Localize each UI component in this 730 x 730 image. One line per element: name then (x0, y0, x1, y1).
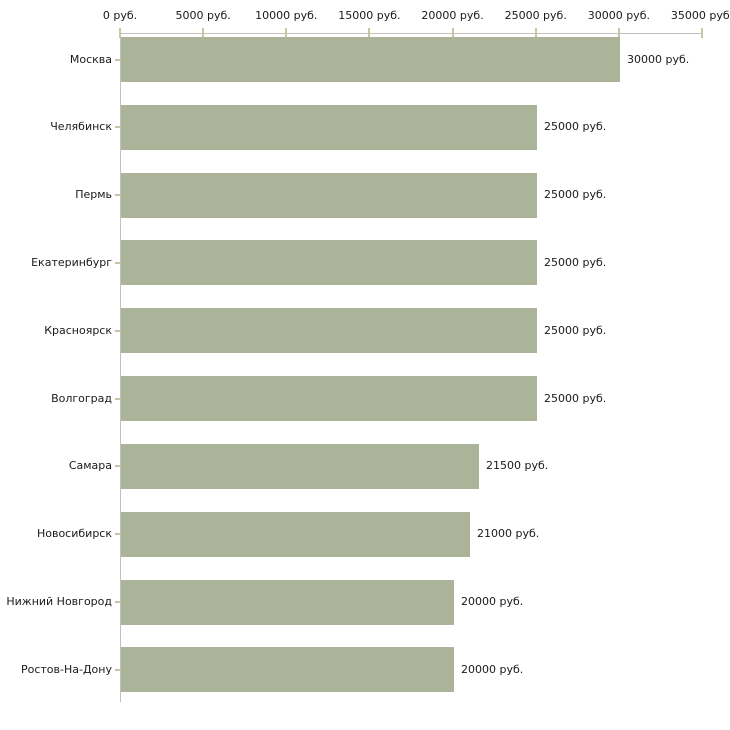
bar (121, 308, 537, 353)
category-label: Челябинск (50, 120, 112, 133)
category-tick-mark (115, 126, 120, 128)
category-label: Новосибирск (36, 527, 112, 540)
category-tick-mark (115, 533, 120, 535)
bar-value-label: 25000 руб. (544, 392, 607, 405)
x-axis-tick-mark (701, 28, 703, 38)
bar-value-label: 25000 руб. (544, 188, 607, 201)
category-label: Пермь (75, 188, 112, 201)
x-axis-tick-mark (119, 28, 121, 38)
bar-value-label: 21000 руб. (477, 527, 540, 540)
category-label: Нижний Новгород (6, 595, 112, 608)
bar (121, 512, 470, 557)
bar (121, 240, 537, 285)
bar (121, 580, 454, 625)
bar-value-label: 20000 руб. (461, 663, 524, 676)
category-tick-mark (115, 398, 120, 400)
x-axis-tick-label: 25000 руб. (504, 9, 567, 22)
bar-value-label: 20000 руб. (461, 595, 524, 608)
x-axis-tick-mark (451, 28, 454, 38)
x-axis-tick-label: 15000 руб. (338, 9, 401, 22)
category-tick-mark (115, 330, 120, 332)
category-tick-mark (115, 465, 120, 467)
category-label: Самара (68, 459, 112, 472)
bar-value-label: 25000 руб. (544, 256, 607, 269)
x-axis-tick-mark (534, 28, 537, 38)
category-tick-mark (115, 59, 120, 61)
category-tick-mark (115, 262, 120, 264)
bar (121, 444, 479, 489)
bar-value-label: 21500 руб. (486, 459, 549, 472)
x-axis-tick-mark (368, 28, 371, 38)
category-label: Екатеринбург (31, 256, 112, 269)
category-tick-mark (115, 194, 120, 196)
category-label: Красноярск (44, 324, 112, 337)
x-axis-tick-label: 5000 руб. (175, 9, 231, 22)
x-axis-tick-mark (617, 28, 620, 38)
bar (121, 173, 537, 218)
category-label: Волгоград (51, 392, 112, 405)
category-label: Москва (69, 53, 112, 66)
bar (121, 647, 454, 692)
x-axis-tick-label: 0 руб. (102, 9, 138, 22)
bar (121, 105, 537, 150)
bar-value-label: 30000 руб. (627, 53, 690, 66)
bar-value-label: 25000 руб. (544, 324, 607, 337)
x-axis-tick-label: 35000 руб. (670, 9, 730, 22)
x-axis-tick-mark (285, 28, 288, 38)
x-axis-tick-mark (202, 28, 205, 38)
category-tick-mark (115, 669, 120, 671)
x-axis-tick-label: 10000 руб. (255, 9, 318, 22)
x-axis-tick-label: 30000 руб. (587, 9, 650, 22)
x-axis-tick-label: 20000 руб. (421, 9, 484, 22)
y-axis-line (120, 33, 121, 702)
bar (121, 376, 537, 421)
category-label: Ростов-На-Дону (20, 663, 112, 676)
bar (121, 37, 620, 82)
x-axis-line (120, 33, 702, 34)
category-tick-mark (115, 601, 120, 603)
bar-value-label: 25000 руб. (544, 120, 607, 133)
